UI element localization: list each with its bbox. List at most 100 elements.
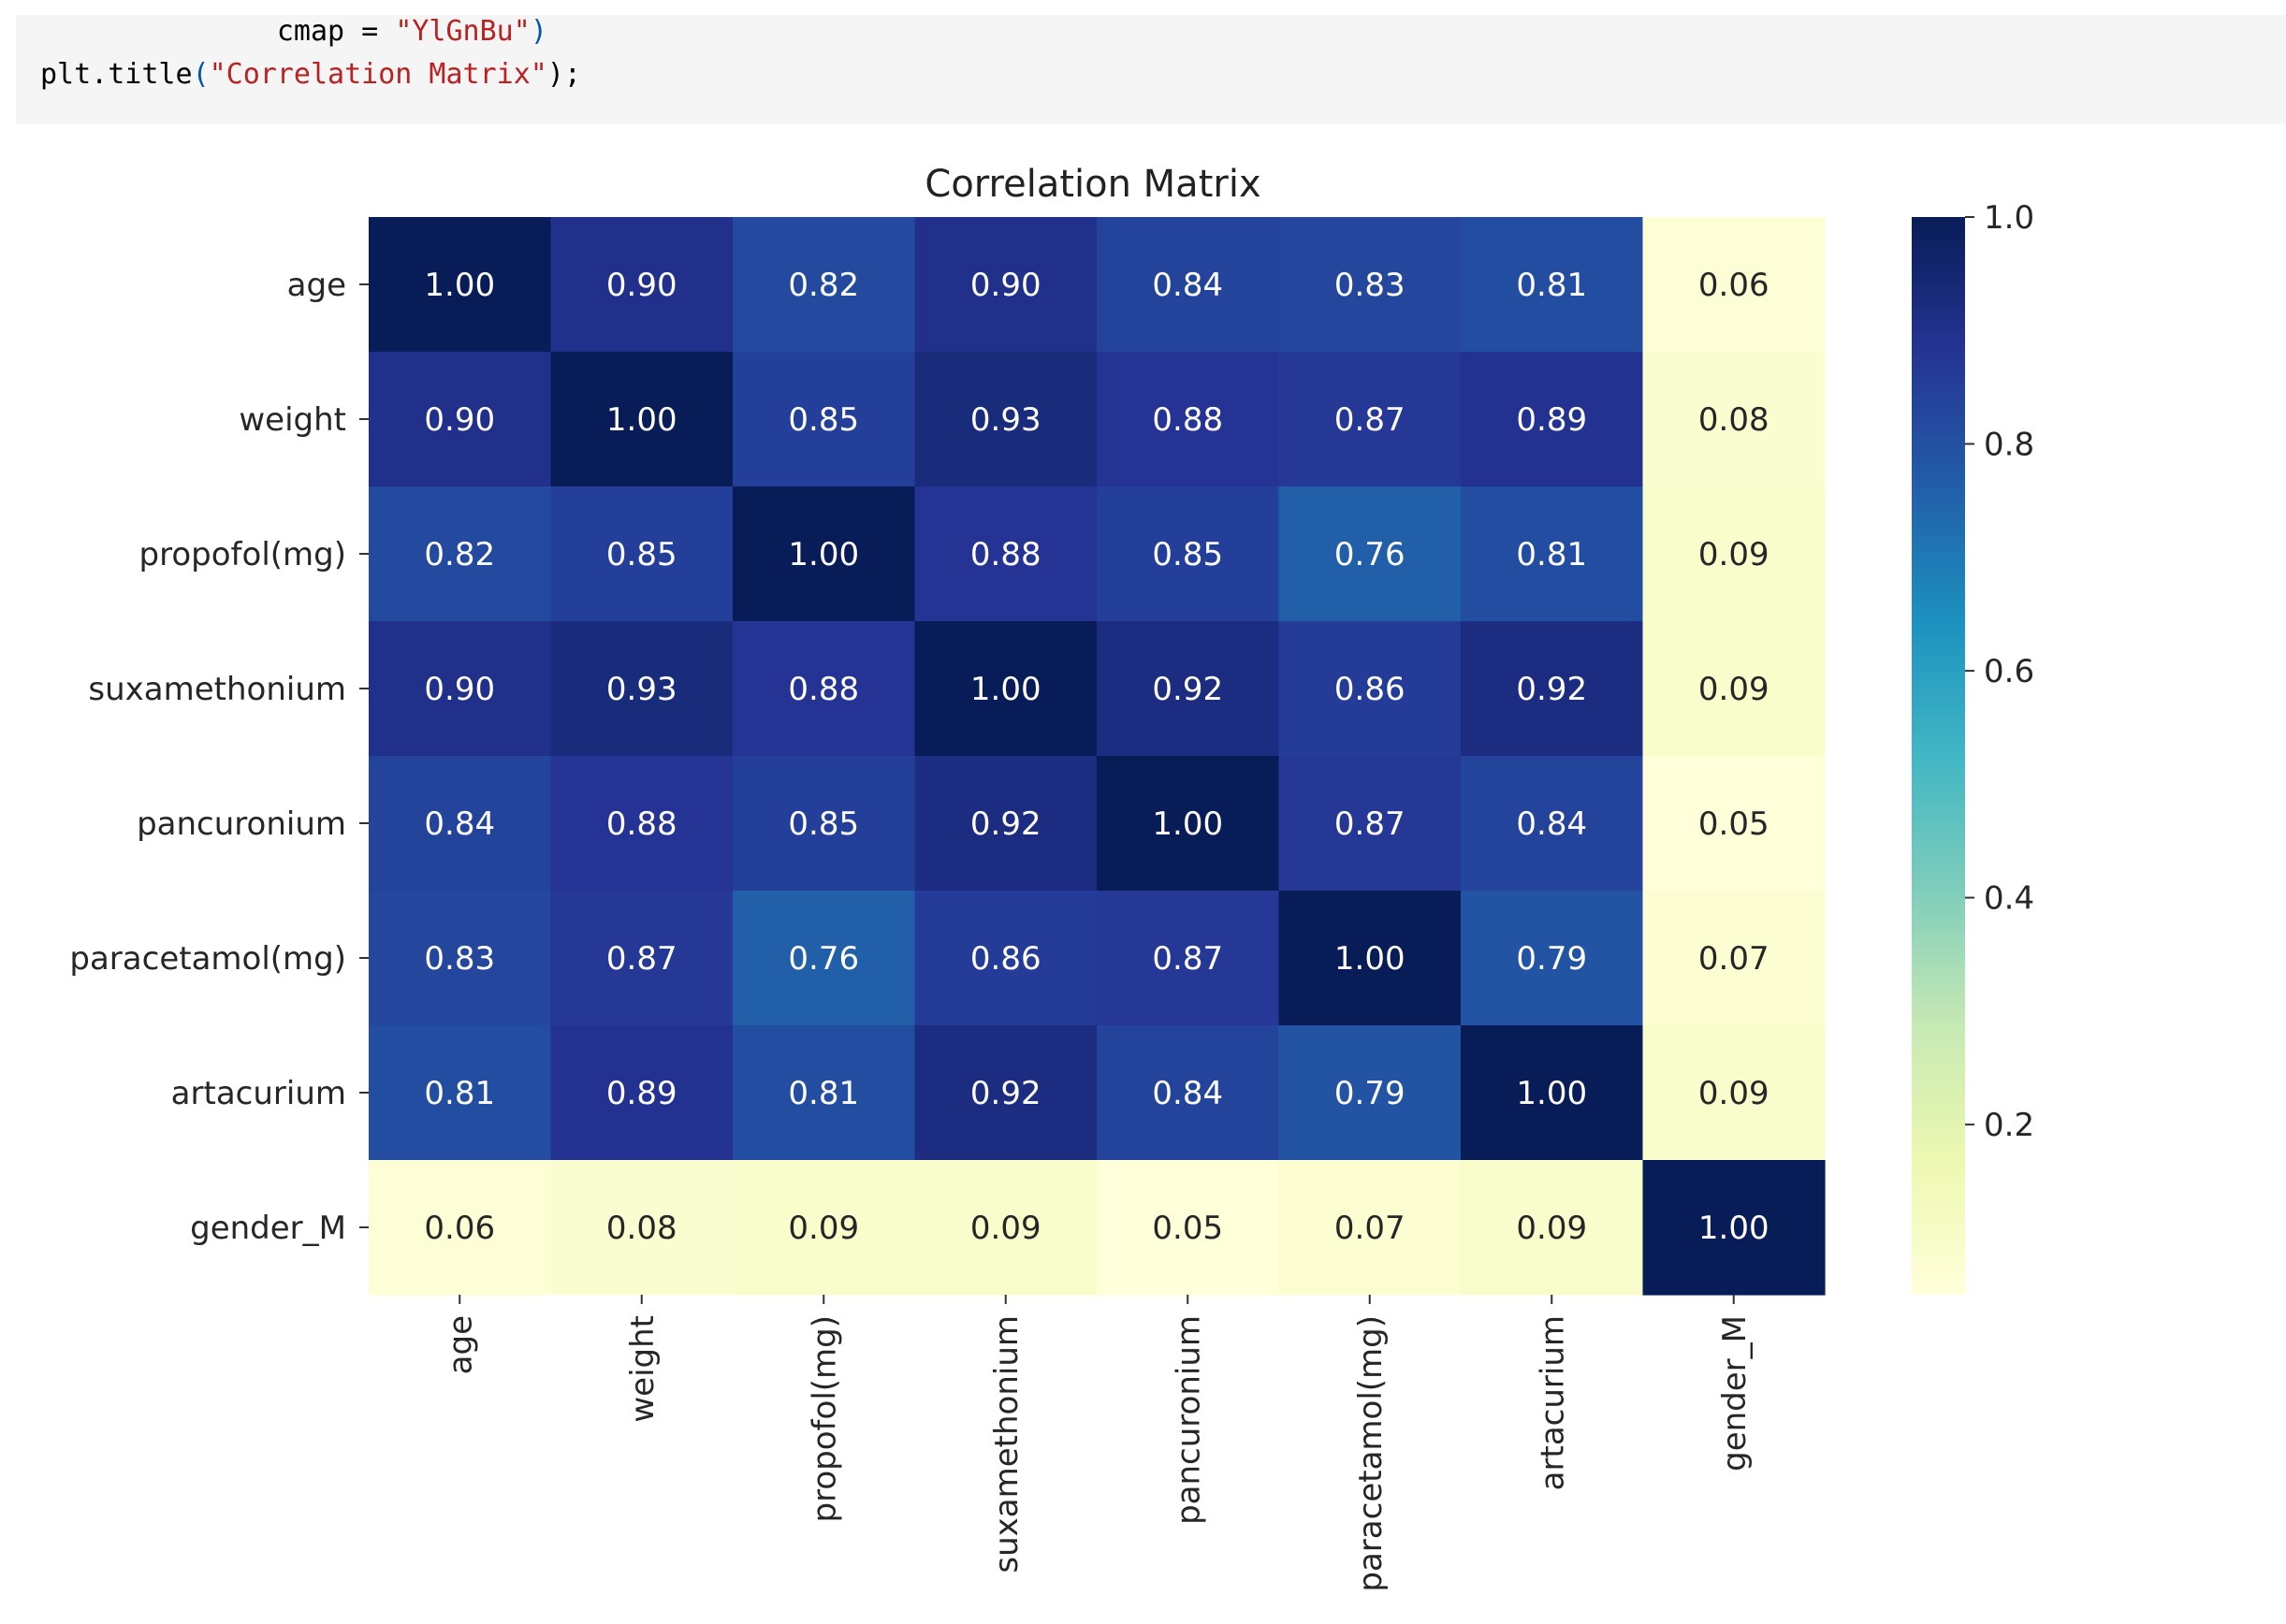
code-line-cmap: cmap = "YlGnBu") [40, 15, 547, 48]
heatmap-cell [1461, 891, 1644, 1026]
code-cell[interactable]: cmap = "YlGnBu") plt.title("Correlation … [16, 15, 2286, 123]
cell-annotation: 1.00 [424, 267, 495, 304]
colorbar-tick-label: 1.0 [1984, 199, 2034, 237]
cell-annotation: 0.85 [788, 401, 859, 439]
heatmap-cell [914, 486, 1098, 622]
heatmap-cell [914, 756, 1098, 892]
heatmap-cell [1461, 756, 1644, 892]
cell-annotation: 0.85 [606, 536, 677, 573]
heatmap-cell [1461, 217, 1644, 353]
x-tick-label: weight [624, 1315, 662, 1423]
cell-annotation: 1.00 [606, 401, 677, 439]
x-tick-label: age [442, 1315, 479, 1374]
x-tick-label: paracetamol(mg) [1352, 1315, 1390, 1592]
cell-annotation: 0.76 [788, 940, 859, 978]
cell-annotation: 0.86 [970, 940, 1041, 978]
cell-annotation: 0.92 [1516, 671, 1587, 708]
heatmap-cell [733, 352, 916, 487]
heatmap-cell [1097, 756, 1280, 892]
cell-annotation: 0.07 [1334, 1210, 1405, 1247]
heatmap-cell [733, 1025, 916, 1161]
y-tick-label: paracetamol(mg) [69, 940, 346, 978]
heatmap-cell [550, 891, 734, 1026]
y-tick-label: artacurium [171, 1075, 346, 1112]
cell-annotation: 0.79 [1516, 940, 1587, 978]
x-tick-label: propofol(mg) [806, 1315, 843, 1522]
heatmap-cell [914, 891, 1098, 1026]
y-tick-label: gender_M [190, 1210, 346, 1247]
heatmap-cell [733, 217, 916, 353]
heatmap-cell [1097, 217, 1280, 353]
heatmap-cell [1642, 1025, 1826, 1161]
chart-title: Correlation Matrix [925, 163, 1260, 206]
heatmap-cell [550, 1160, 734, 1296]
code-close-paren: ) [530, 15, 547, 48]
heatmap-cell [1642, 891, 1826, 1026]
cell-annotation: 0.84 [1516, 805, 1587, 843]
heatmap-cell [369, 756, 552, 892]
heatmap-cell [1642, 217, 1826, 353]
cell-annotation: 0.89 [606, 1075, 677, 1112]
code-title-string: "Correlation Matrix" [209, 58, 547, 91]
cell-annotation: 0.82 [788, 267, 859, 304]
heatmap-cell [1097, 1160, 1280, 1296]
x-tick-label: suxamethonium [988, 1315, 1026, 1573]
heatmap-cell [914, 1025, 1098, 1161]
cell-annotation: 0.85 [1152, 536, 1223, 573]
cell-annotation: 0.09 [1698, 671, 1769, 708]
code-cmap-arg: cmap = [276, 15, 396, 48]
heatmap-cell [1461, 352, 1644, 487]
colorbar [1912, 217, 1965, 1295]
cell-annotation: 0.09 [1516, 1210, 1587, 1247]
heatmap-cell [1278, 1025, 1462, 1161]
cell-annotation: 0.09 [788, 1210, 859, 1247]
y-tick-label: age [287, 267, 346, 304]
cell-annotation: 0.81 [788, 1075, 859, 1112]
x-tick-label: pancuronium [1170, 1315, 1207, 1525]
cell-annotation: 0.90 [424, 401, 495, 439]
heatmap-cell [1278, 621, 1462, 757]
cell-annotation: 0.81 [1516, 267, 1587, 304]
cell-annotation: 0.93 [970, 401, 1041, 439]
cell-annotation: 0.92 [970, 805, 1041, 843]
cell-annotation: 0.92 [970, 1075, 1041, 1112]
cell-annotation: 0.90 [606, 267, 677, 304]
code-line-title: plt.title("Correlation Matrix"); [40, 58, 581, 91]
cell-annotation: 1.00 [788, 536, 859, 573]
heatmap-cell [1097, 1025, 1280, 1161]
cell-annotation: 1.00 [1698, 1210, 1769, 1247]
cell-annotation: 0.81 [424, 1075, 495, 1112]
cell-annotation: 0.88 [788, 671, 859, 708]
y-tick-label: weight [239, 401, 346, 439]
heatmap-cell [733, 891, 916, 1026]
colorbar-tick-label: 0.8 [1984, 427, 2034, 464]
heatmap-cell [914, 217, 1098, 353]
heatmap-cell [733, 486, 916, 622]
cell-annotation: 0.90 [424, 671, 495, 708]
heatmap-cell [369, 486, 552, 622]
cell-annotation: 0.06 [424, 1210, 495, 1247]
heatmap-cell [733, 1160, 916, 1296]
heatmap-cell [1461, 1160, 1644, 1296]
heatmap-cell [369, 891, 552, 1026]
heatmap-cell [550, 621, 734, 757]
heatmap-cell [1097, 486, 1280, 622]
cell-annotation: 0.09 [1698, 1075, 1769, 1112]
heatmap-cell [1642, 621, 1826, 757]
heatmap-cell [1461, 621, 1644, 757]
code-title-call: plt.title [40, 58, 193, 91]
cell-annotation: 0.88 [606, 805, 677, 843]
cell-annotation: 0.84 [424, 805, 495, 843]
cell-annotation: 0.83 [424, 940, 495, 978]
heatmap-cell [550, 486, 734, 622]
y-tick-label: suxamethonium [88, 671, 346, 708]
heatmap-cell [550, 352, 734, 487]
heatmap-cell [733, 756, 916, 892]
cell-annotation: 1.00 [1334, 940, 1405, 978]
colorbar-tick-label: 0.2 [1984, 1107, 2034, 1144]
cell-annotation: 0.87 [1334, 401, 1405, 439]
heatmap-cell [1278, 756, 1462, 892]
heatmap-cell [369, 1160, 552, 1296]
heatmap-cell [369, 352, 552, 487]
